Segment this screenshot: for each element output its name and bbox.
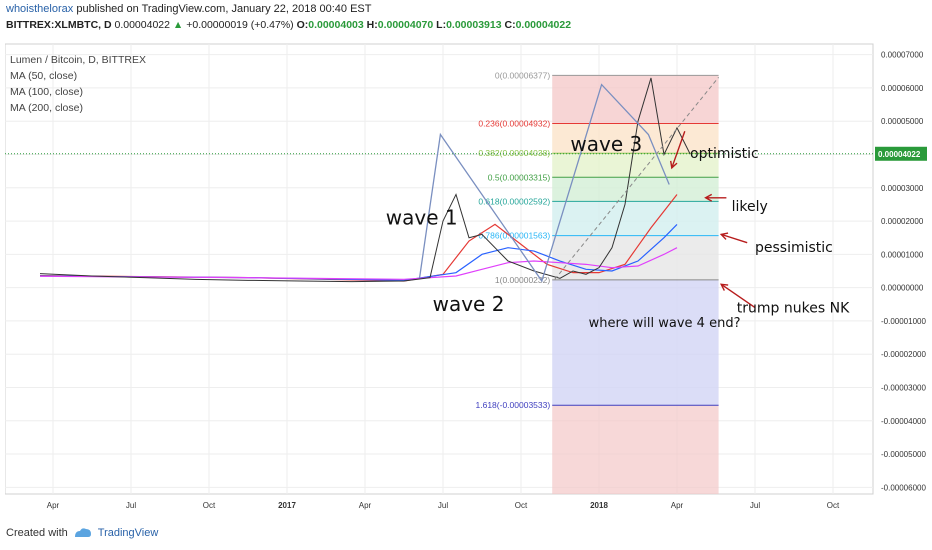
low-value: 0.00003913 — [446, 19, 502, 31]
fib-zone-618-786 — [552, 201, 719, 236]
change-up-icon: ▲ — [172, 19, 184, 31]
fib-level-label: 0.786(0.00001563) — [478, 231, 550, 241]
fib-trend-line — [554, 76, 719, 280]
x-tick-label: Apr — [47, 501, 60, 510]
fib-zone-0-236 — [552, 75, 719, 124]
fib-zone-786-1 — [552, 235, 719, 280]
y-tick-label: -0.00004000 — [881, 417, 926, 426]
fib-zone-1-1618 — [552, 279, 719, 406]
tradingview-logo-icon — [74, 528, 91, 537]
x-tick-label: Jul — [750, 501, 760, 510]
fib-level-label: 0.5(0.00003315) — [488, 172, 551, 182]
last-price: 0.00004022 — [114, 19, 170, 31]
symbol-label: BITTREX:XLMBTC, D — [6, 19, 112, 31]
created-with-label: Created with — [6, 527, 68, 539]
x-tick-label: Apr — [359, 501, 372, 510]
publish-info: published on TradingView.com, January 22… — [76, 3, 372, 15]
x-tick-label: Jul — [438, 501, 448, 510]
x-tick-label: Oct — [515, 501, 528, 510]
y-tick-label: -0.00001000 — [881, 317, 926, 326]
fib-zone-below-1618 — [552, 405, 719, 494]
tradingview-brand[interactable]: TradingView — [97, 527, 159, 539]
annotation-text: wave 1 — [386, 205, 458, 229]
annotation-text: pessimistic — [755, 240, 833, 256]
fib-level-label: 0(0.00006377) — [495, 70, 550, 80]
fib-level-label: 1(0.00000232) — [495, 275, 550, 285]
open-label: O: — [296, 19, 309, 31]
y-tick-label: -0.00006000 — [881, 483, 926, 492]
close-label: C: — [504, 19, 516, 31]
chart-legend: Lumen / Bitcoin, D, BITTREX MA (50, clos… — [10, 52, 146, 116]
price-change: +0.00000019 (+0.47%) — [186, 19, 294, 31]
y-tick-label: -0.00002000 — [881, 350, 926, 359]
annotation-arrow — [671, 130, 686, 169]
last-price-tag-label: 0.00004022 — [878, 150, 921, 159]
open-value: 0.00004003 — [308, 19, 364, 31]
fib-level-label: 1.618(-0.00003533) — [476, 400, 551, 410]
price-chart[interactable]: 0.000070000.000060000.000050000.00004000… — [5, 40, 927, 520]
fib-level-label: 0.618(0.00002592) — [478, 196, 550, 206]
legend-title: Lumen / Bitcoin, D, BITTREX — [10, 54, 146, 66]
annotation-text: wave 3 — [570, 132, 642, 156]
footer: Created with TradingView — [6, 527, 158, 539]
y-tick-label: 0.00001000 — [881, 250, 924, 259]
price-line — [39, 77, 691, 283]
high-label: H: — [366, 19, 378, 31]
y-tick-label: 0.00005000 — [881, 117, 924, 126]
annotation-text: optimistic — [690, 146, 759, 162]
x-tick-label: 2018 — [590, 501, 608, 510]
close-value: 0.00004022 — [515, 19, 572, 31]
symbol-header: BITTREX:XLMBTC, D 0.00004022 ▲ +0.000000… — [6, 19, 571, 31]
author-link[interactable]: whoisthelorax — [6, 3, 74, 15]
annotation-arrowhead — [704, 193, 713, 202]
fib-level-label: 0.382(0.00004038) — [478, 148, 550, 158]
x-tick-label: 2017 — [278, 501, 296, 510]
ma-line — [39, 223, 678, 281]
ma-line — [39, 247, 678, 280]
y-tick-label: 0.00006000 — [881, 84, 924, 93]
legend-ma200: MA (200, close) — [10, 102, 83, 114]
annotation-arrowhead — [719, 283, 729, 291]
x-tick-label: Oct — [203, 501, 216, 510]
fib-level-label: 0.236(0.00004932) — [478, 118, 550, 128]
high-value: 0.00004070 — [377, 19, 434, 31]
y-tick-label: -0.00005000 — [881, 450, 926, 459]
annotation-text: trump nukes NK — [737, 301, 850, 317]
annotation-text: wave 2 — [433, 292, 505, 316]
annotation-arrowhead — [719, 232, 729, 240]
last-price-tag — [875, 146, 927, 161]
publish-header: whoisthelorax published on TradingView.c… — [6, 3, 372, 15]
low-label: L: — [436, 19, 447, 31]
wave-lines — [418, 83, 670, 283]
annotation-text: where will wave 4 end? — [589, 316, 741, 331]
annotation-text: likely — [732, 199, 768, 215]
annotation-arrow — [720, 233, 748, 244]
x-tick-label: Apr — [671, 501, 684, 510]
plot-area — [5, 43, 874, 495]
y-tick-label: 0.00003000 — [881, 184, 924, 193]
annotation-arrow — [720, 283, 756, 309]
y-tick-label: -0.00003000 — [881, 383, 926, 392]
y-tick-label: 0.00000000 — [881, 284, 924, 293]
annotation-arrowhead — [670, 160, 678, 170]
y-tick-label: 0.00007000 — [881, 51, 924, 60]
y-tick-label: 0.00002000 — [881, 217, 924, 226]
legend-ma50: MA (50, close) — [10, 70, 78, 82]
fib-zone-5-618 — [552, 177, 719, 202]
legend-ma100: MA (100, close) — [10, 86, 83, 98]
x-tick-label: Oct — [827, 501, 840, 510]
x-tick-label: Jul — [126, 501, 136, 510]
